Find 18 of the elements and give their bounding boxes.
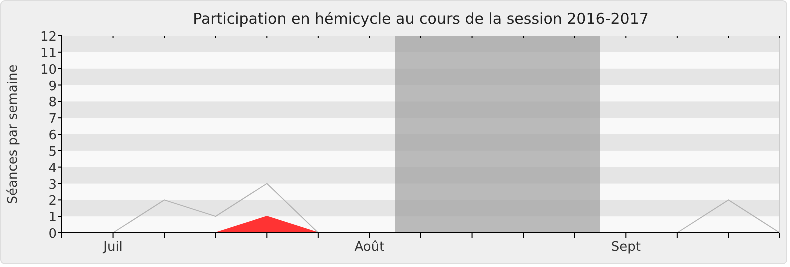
y-tick-label: 6 [48,128,57,144]
y-tick-label: 11 [40,46,57,62]
y-tick-label: 9 [48,79,57,94]
y-tick-label: 1 [48,210,57,226]
y-tick-label: 2 [48,194,57,210]
y-tick-label: 10 [40,62,57,78]
x-tick-label: Juil [102,240,123,255]
chart-title: Participation en hémicycle au cours de la session 2016-2017 [193,10,649,28]
y-tick-label: 3 [48,178,57,193]
y-tick-label: 7 [48,112,57,128]
y-axis-title: Séances par semaine [6,64,21,204]
y-tick-label: 4 [48,161,57,176]
x-tick-label: Août [354,240,385,255]
y-tick-label: 5 [48,144,57,160]
x-tick-label: Sept [611,240,641,255]
y-tick-label: 12 [40,30,57,45]
y-tick-label: 8 [48,96,57,111]
y-tick-label: 0 [48,227,57,242]
